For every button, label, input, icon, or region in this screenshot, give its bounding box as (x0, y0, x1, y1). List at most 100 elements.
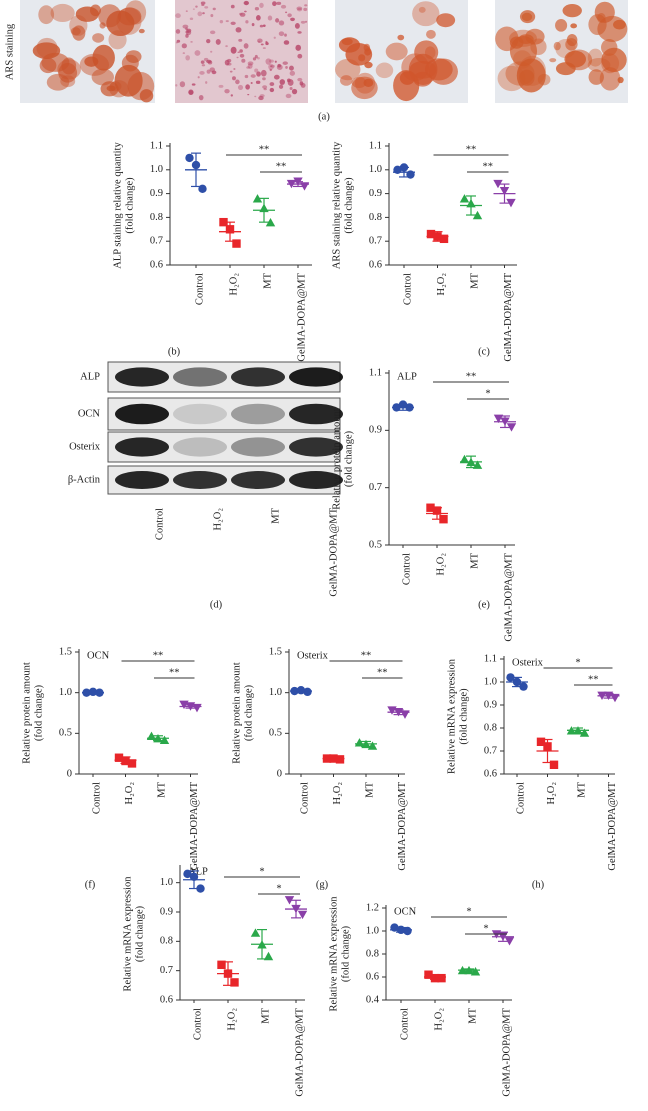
stain-blob (125, 50, 142, 64)
panel-label: (d) (210, 599, 223, 610)
stain-blob (210, 50, 213, 53)
stain-blob (219, 19, 224, 24)
blot-label: β-Actin (68, 474, 101, 485)
stain-blob (278, 31, 285, 37)
stain-blob (230, 94, 233, 97)
x-tick-label: Control (299, 782, 310, 814)
x-tick-label: Control (91, 782, 102, 814)
x-tick-label: GelMA-DOPA@MT (294, 1007, 305, 1096)
stain-blob (262, 85, 268, 89)
stain-blob (268, 63, 274, 70)
stain-blob (116, 7, 142, 35)
chart-title: ALP (397, 371, 417, 382)
significance-label: ** (361, 650, 372, 661)
y-tick-label: 0.5 (269, 728, 282, 739)
data-point (459, 194, 470, 203)
blot-band (115, 437, 169, 457)
stain-blob (297, 77, 303, 82)
chart-title: Osterix (297, 650, 329, 661)
stain-blob (225, 20, 229, 23)
stain-blob (256, 15, 261, 21)
y-axis-label: ALP staining relative quantity (112, 142, 123, 269)
y-tick-label: 1.0 (369, 164, 382, 175)
blot-band (289, 403, 343, 425)
stain-blob (280, 4, 287, 9)
y-axis-label: (fold change) (243, 684, 254, 741)
stain-blob (599, 67, 621, 91)
stain-blob (269, 87, 275, 93)
stain-blob (182, 24, 189, 29)
y-axis-label: (fold change) (458, 688, 469, 745)
y-tick-label: 1.0 (366, 925, 379, 936)
blot-label: ALP (80, 371, 100, 382)
blot-band (231, 403, 285, 425)
stain-blob (289, 65, 294, 71)
y-tick-label: 0 (67, 768, 72, 779)
dot-plot: 0.6 0.7 0.8 0.9 1.0 1.1 ALP staining relative … (112, 140, 312, 362)
stain-blob (305, 20, 308, 23)
stain-blob (243, 0, 250, 6)
y-tick-label: 1.0 (59, 687, 72, 698)
x-tick-label: Control (194, 273, 205, 305)
data-point (335, 755, 345, 764)
stain-blob (92, 44, 115, 71)
stain-blob (185, 55, 191, 61)
stain-blob (566, 33, 578, 47)
stain-blob (277, 63, 282, 68)
x-tick-label: MT (467, 1007, 478, 1023)
stain-blob (176, 39, 181, 43)
data-point (519, 682, 528, 691)
data-point (459, 454, 470, 464)
stain-blob (260, 43, 264, 46)
stain-blob (259, 94, 265, 98)
y-axis-label: (fold change) (340, 925, 351, 982)
blot-label: Osterix (69, 441, 101, 452)
stain-blob (303, 7, 308, 12)
x-tick-label: MT (260, 1007, 271, 1023)
stain-blob (412, 1, 440, 27)
stain-blob (278, 84, 284, 89)
stain-blob (262, 47, 266, 50)
x-tick-label: GelMA-DOPA@MT (328, 507, 339, 596)
data-point (506, 198, 516, 208)
stain-blob (278, 20, 285, 26)
micrographs (20, 0, 628, 103)
stain-blob (519, 69, 535, 86)
stain-blob (418, 6, 426, 13)
y-tick-label: 0.5 (59, 728, 72, 739)
stain-blob (206, 39, 211, 44)
blot-band (289, 367, 343, 387)
dot-plot: 0.6 0.7 0.8 0.9 1.0 1.1 Relative mRNA expressi… (446, 653, 620, 890)
x-tick-label: Control (399, 1008, 410, 1040)
y-axis-label: Relative mRNA expression (328, 896, 339, 1012)
stain-blob (553, 41, 561, 51)
stain-blob (262, 24, 266, 28)
data-point (504, 937, 515, 946)
dot-plot: 0.6 0.7 0.8 0.9 1.0 Relative mRNA expression(… (122, 865, 308, 1097)
y-axis-label: Relative mRNA expression (122, 876, 133, 992)
data-point (426, 503, 435, 512)
stain-blob (38, 5, 55, 25)
x-tick-label: Control (515, 782, 526, 814)
x-tick-label: GelMA-DOPA@MT (397, 781, 408, 870)
y-tick-label: 0.6 (484, 768, 497, 779)
stain-blob (109, 81, 122, 92)
blot-band (231, 367, 285, 387)
y-tick-label: 1.0 (484, 676, 497, 687)
x-tick-label: MT (156, 781, 167, 797)
data-point (297, 910, 308, 920)
stain-blob (79, 53, 110, 76)
x-tick-label: MT (270, 507, 281, 523)
y-tick-label: 0.9 (369, 425, 382, 436)
stain-blob (236, 56, 239, 59)
x-tick-label: GelMA-DOPA@MT (503, 272, 514, 361)
stain-blob (206, 69, 211, 74)
stain-blob (99, 22, 106, 29)
stain-blob (175, 29, 181, 34)
blot-band (289, 437, 343, 457)
data-point (506, 673, 515, 682)
data-point (470, 967, 481, 976)
stain-blob (601, 53, 620, 74)
data-point (265, 217, 276, 227)
